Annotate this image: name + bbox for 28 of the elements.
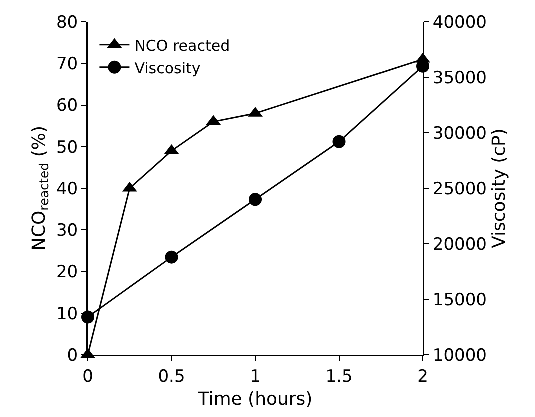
y2-tick-label: 40000 <box>432 12 487 33</box>
x-tick-label: 2 <box>418 366 428 387</box>
y-tick-label: 20 <box>56 262 78 283</box>
point <box>249 193 262 206</box>
y-tick-label: 40 <box>56 179 78 200</box>
point <box>165 250 178 264</box>
x-tick-label: 0 <box>82 366 94 387</box>
y-tick-label: 80 <box>56 12 78 33</box>
y-tick-label: 10 <box>56 304 78 324</box>
y-tick-label: 0 <box>67 346 78 366</box>
y2-axis-title: Viscosity (cP) <box>488 128 510 248</box>
y2-tick-label: 10000 <box>432 346 487 366</box>
y2-tick-label: 25000 <box>432 179 487 200</box>
y-tick-label: 50 <box>56 138 78 158</box>
y-tick-label: 60 <box>56 96 78 116</box>
legend-label: Viscosity <box>134 59 201 78</box>
y2-tick-label: 20000 <box>432 234 487 255</box>
y2-tick-label: 35000 <box>432 68 487 88</box>
x-tick-label: 1.5 <box>326 366 353 387</box>
y-tick-label: 30 <box>56 221 78 242</box>
x-axis-title: Time (hours) <box>197 388 313 410</box>
y2-tick-label: 15000 <box>432 290 487 310</box>
x-tick-label: 0.5 <box>158 366 186 387</box>
y2-tick-label: 30000 <box>432 124 487 144</box>
legend-label: NCO reacted <box>134 36 230 55</box>
point <box>332 135 346 148</box>
x-tick-label: 1 <box>250 366 261 387</box>
y-tick-label: 70 <box>56 54 78 75</box>
